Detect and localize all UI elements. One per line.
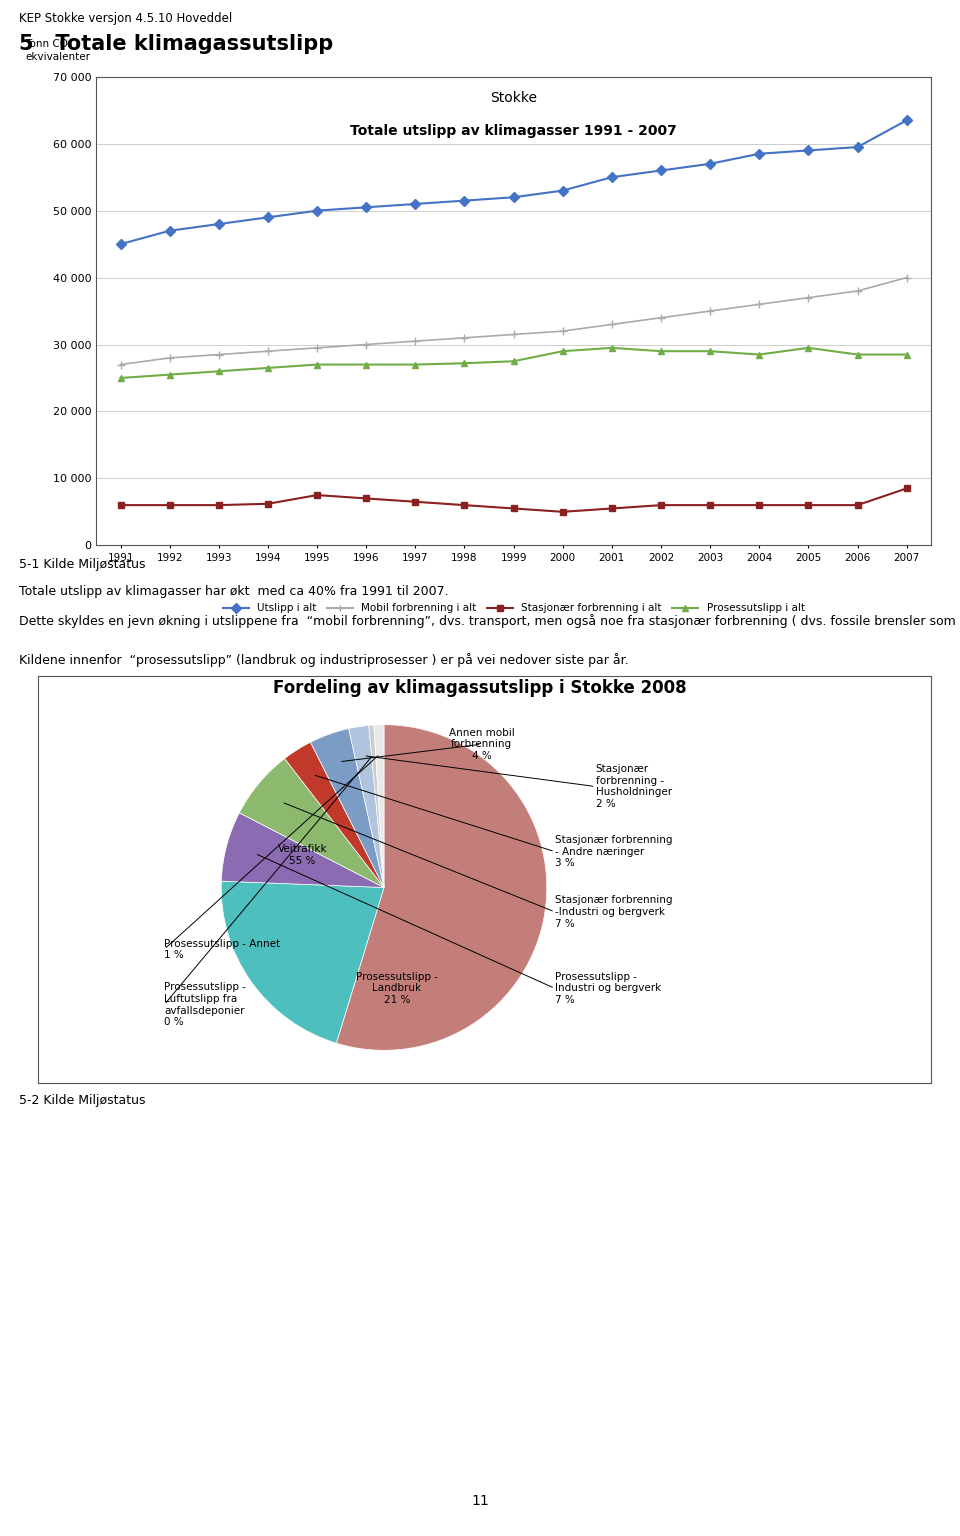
Wedge shape — [221, 882, 384, 1043]
Text: Kildene innenfor  “prosessutslipp” (landbruk og industriprosesser ) er på vei ne: Kildene innenfor “prosessutslipp” (landb… — [19, 653, 629, 667]
Text: Stokke: Stokke — [491, 91, 537, 104]
Wedge shape — [284, 742, 384, 888]
Text: Totale utslipp av klimagasser har økt  med ca 40% fra 1991 til 2007.: Totale utslipp av klimagasser har økt me… — [19, 585, 449, 598]
Text: Prosessutslipp - Annet
1 %: Prosessutslipp - Annet 1 % — [164, 938, 280, 960]
Text: Prosessutslipp -
Luftutslipp fra
avfallsdeponier
0 %: Prosessutslipp - Luftutslipp fra avfalls… — [164, 983, 246, 1028]
Text: Stasjonær forbrenning
- Andre næringer
3 %: Stasjonær forbrenning - Andre næringer 3… — [555, 836, 672, 868]
Text: Prosessutslipp -
Landbruk
21 %: Prosessutslipp - Landbruk 21 % — [356, 972, 438, 1005]
Wedge shape — [336, 725, 547, 1051]
Text: Veitrafikk
55 %: Veitrafikk 55 % — [277, 845, 327, 866]
Text: Annen mobil
forbrenning
4 %: Annen mobil forbrenning 4 % — [449, 728, 515, 760]
Text: Fordeling av klimagassutslipp i Stokke 2008: Fordeling av klimagassutslipp i Stokke 2… — [274, 679, 686, 697]
Legend: Utslipp i alt, Mobil forbrenning i alt, Stasjonær forbrenning i alt, Prosessutsl: Utslipp i alt, Mobil forbrenning i alt, … — [219, 599, 808, 617]
Text: Prosessutslipp -
Industri og bergverk
7 %: Prosessutslipp - Industri og bergverk 7 … — [555, 972, 661, 1005]
Text: 11: 11 — [471, 1495, 489, 1508]
Wedge shape — [310, 728, 384, 888]
Text: Totale utslipp av klimagasser 1991 - 2007: Totale utslipp av klimagasser 1991 - 200… — [350, 124, 677, 138]
Text: Tonn CO₂ -
ekvivalenter: Tonn CO₂ - ekvivalenter — [25, 40, 90, 61]
Text: KEP Stokke versjon 4.5.10 Hoveddel: KEP Stokke versjon 4.5.10 Hoveddel — [19, 12, 232, 25]
Wedge shape — [369, 725, 384, 888]
Text: Stasjonær
forbrenning -
Husholdninger
2 %: Stasjonær forbrenning - Husholdninger 2 … — [595, 763, 672, 809]
Wedge shape — [239, 759, 384, 888]
Text: Dette skyldes en jevn økning i utslippene fra  “mobil forbrenning”, dvs. transpo: Dette skyldes en jevn økning i utslippen… — [19, 614, 960, 628]
Wedge shape — [222, 813, 384, 888]
Text: 5-2 Kilde Miljøstatus: 5-2 Kilde Miljøstatus — [19, 1094, 146, 1106]
Text: Stasjonær forbrenning
-Industri og bergverk
7 %: Stasjonær forbrenning -Industri og bergv… — [555, 895, 672, 929]
Wedge shape — [373, 725, 384, 888]
Text: 5-1 Kilde Miljøstatus: 5-1 Kilde Miljøstatus — [19, 558, 146, 570]
Text: 5   Totale klimagassutslipp: 5 Totale klimagassutslipp — [19, 34, 333, 54]
Wedge shape — [348, 725, 384, 888]
